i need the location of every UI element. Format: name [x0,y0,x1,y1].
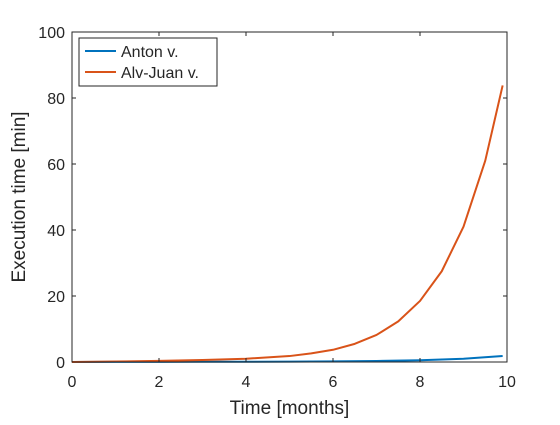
y-tick-label: 60 [47,157,65,174]
legend-label-1: Anton v. [121,44,179,61]
legend-box [78,37,218,87]
x-tick-label: 0 [68,374,77,391]
legend-label-2: Alv-Juan v. [121,65,199,82]
x-tick-label: 10 [498,374,516,391]
x-axis-label: Time [months] [230,398,350,419]
x-tick-label: 8 [416,374,425,391]
x-tick-label: 2 [155,374,164,391]
y-tick-label: 0 [56,355,65,372]
y-tick-label: 40 [47,223,65,240]
y-tick-label: 80 [47,91,65,108]
y-axis-label: Execution time [min] [9,111,30,282]
legend: Anton v. Alv-Juan v. [78,37,218,87]
y-tick-label: 100 [38,25,65,42]
y-tick-label: 20 [47,289,65,306]
series-line-2 [71,85,504,363]
axes-box [71,31,508,363]
x-tick-label: 4 [242,374,251,391]
x-tick-label: 6 [329,374,338,391]
plot-area [72,32,507,362]
